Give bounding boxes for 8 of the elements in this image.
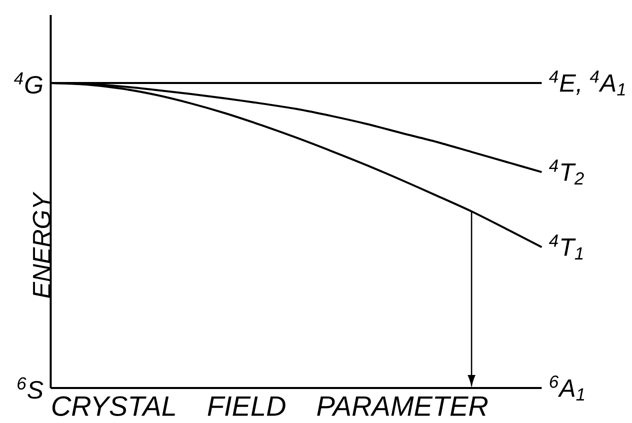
y-axis-title: ENERGY: [32, 192, 51, 298]
annotation: $^{6}$S: [18, 377, 44, 399]
series-label: $^{6}$A$_{1}$: [550, 375, 584, 400]
series-label: $^{4}$T$_{1}$: [549, 234, 583, 260]
series-label: $^{4}$E, $^{4}$A$_{1}$: [549, 70, 625, 96]
series-label: $^{4}$T$_{2}$: [549, 160, 584, 184]
annotation: $^{4}$G: [14, 72, 42, 94]
x-axis-title: CRYSTAL FIELD PARAMETER: [52, 396, 488, 416]
